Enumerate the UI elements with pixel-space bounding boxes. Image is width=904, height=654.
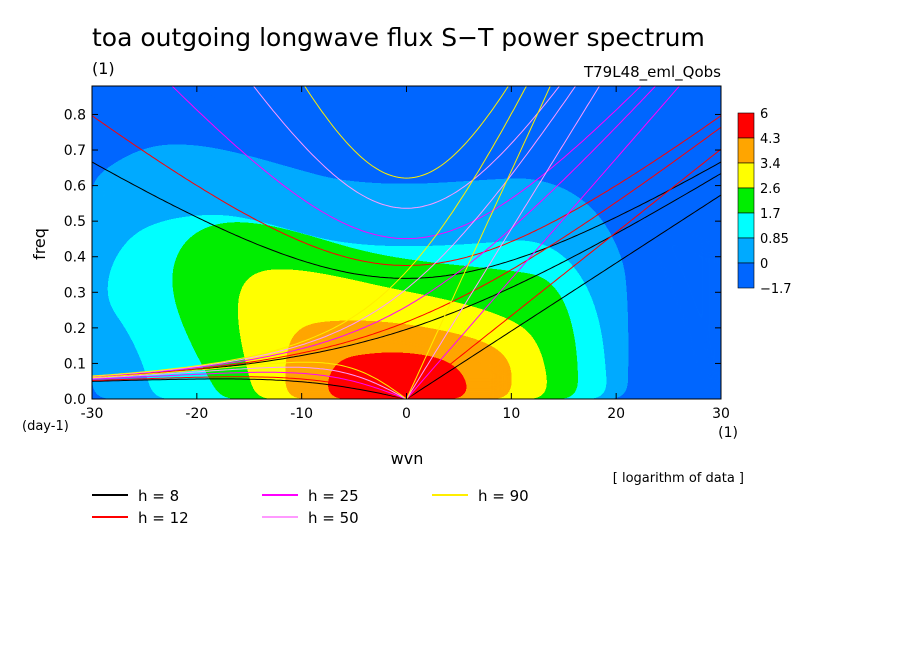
colorbar-label: 1.7 — [760, 207, 781, 222]
curve-equatorial-rossby-h90 — [92, 361, 407, 399]
y-tick-label: 0.4 — [64, 250, 86, 266]
legend-label: h = 50 — [308, 509, 359, 527]
y-tick-label: 0.0 — [64, 392, 86, 408]
x-tick-label: 0 — [402, 406, 411, 422]
colorbar-swatch — [737, 187, 755, 214]
curve-mixed-rossby-gravity-h12 — [92, 126, 721, 378]
curve-mixed-rossby-gravity-h90 — [92, 86, 528, 377]
curve-equatorial-rossby-h25 — [92, 371, 407, 399]
curve-equatorial-rossby-h12 — [92, 376, 407, 399]
y-tick-label: 0.5 — [64, 214, 86, 230]
y-tick-label: 0.1 — [64, 356, 86, 372]
y-axis-unit: (day-1) — [22, 419, 69, 434]
curve-kelvin-h25 — [406, 86, 681, 399]
colorbar-swatch — [737, 112, 755, 139]
curve-kelvin-h12 — [406, 148, 721, 399]
x-tick-label: -30 — [81, 406, 104, 422]
colorbar-swatch — [737, 137, 755, 164]
colorbar-swatch — [737, 262, 755, 289]
colorbar-label: 4.3 — [760, 132, 781, 147]
x-tick-label: 10 — [502, 406, 520, 422]
note-label: [ logarithm of data ] — [613, 471, 744, 486]
colorbar-label: 0.85 — [760, 232, 789, 247]
curve-kelvin-h90 — [406, 86, 551, 399]
contour-fill-6 — [326, 352, 470, 399]
curve-mixed-rossby-gravity-h25 — [92, 86, 657, 378]
y-tick-label: 0.6 — [64, 179, 86, 195]
contour-fill-low-topleft — [92, 86, 268, 103]
contour-fill-0 — [92, 86, 721, 395]
curve-equatorial-rossby-h50 — [92, 366, 407, 399]
y-axis: 0.0 0.1 0.2 0.3 0.4 0.5 0.6 0.7 0.8 — [64, 107, 721, 408]
curve-inertio-gravity-h12 — [92, 115, 721, 266]
legend-label: h = 12 — [138, 509, 189, 527]
colorbar-label: 6 — [760, 107, 768, 122]
curve-kelvin-h8 — [406, 194, 721, 399]
y-tick-label: 0.7 — [64, 143, 86, 159]
legend: h = 8 h = 12 h = 25 h = 50 h = 90 — [92, 487, 529, 527]
colorbar-swatch — [737, 237, 755, 264]
colorbar-label: 3.4 — [760, 157, 781, 172]
colorbar-swatch — [737, 162, 755, 189]
y-tick-label: 0.8 — [64, 107, 86, 123]
x-tick-label: 20 — [607, 406, 625, 422]
x-tick-label: 30 — [712, 406, 730, 422]
curve-inertio-gravity-h8 — [92, 161, 721, 279]
plot-area — [92, 86, 721, 399]
curve-inertio-gravity-h90 — [304, 86, 509, 179]
dispersion-curves — [92, 86, 721, 399]
curve-kelvin-h50 — [406, 86, 601, 399]
legend-label: h = 90 — [478, 487, 529, 505]
y-tick-label: 0.3 — [64, 285, 86, 301]
colorbar-label: −1.7 — [760, 282, 792, 297]
x-axis-label: wvn — [391, 449, 424, 468]
x-tick-label: -20 — [185, 406, 208, 422]
contour-fill-low-right — [600, 180, 721, 399]
curve-mixed-rossby-gravity-h50 — [92, 86, 577, 377]
contour-fills — [92, 86, 721, 399]
curve-equatorial-rossby-h8 — [92, 378, 407, 399]
curve-inertio-gravity-h25 — [171, 86, 642, 240]
colorbar: 6 4.3 3.4 2.6 1.7 0.85 0 −1.7 — [737, 107, 792, 297]
y-axis-label: freq — [30, 228, 49, 260]
legend-label: h = 25 — [308, 487, 359, 505]
y-tick-label: 0.2 — [64, 321, 86, 337]
legend-label: h = 8 — [138, 487, 179, 505]
chart-units-label: (1) — [92, 59, 115, 78]
colorbar-swatch — [737, 212, 755, 239]
colorbar-label: 2.6 — [760, 182, 781, 197]
chart-case-label: T79L48_eml_Qobs — [583, 63, 721, 82]
x-axis-unit: (1) — [718, 425, 738, 441]
colorbar-label: 0 — [760, 257, 768, 272]
x-axis: -30 -20 -10 0 10 20 30 — [81, 86, 730, 422]
chart-title: toa outgoing longwave flux S−T power spe… — [92, 23, 705, 52]
x-tick-label: -10 — [290, 406, 313, 422]
curve-inertio-gravity-h50 — [252, 86, 561, 209]
